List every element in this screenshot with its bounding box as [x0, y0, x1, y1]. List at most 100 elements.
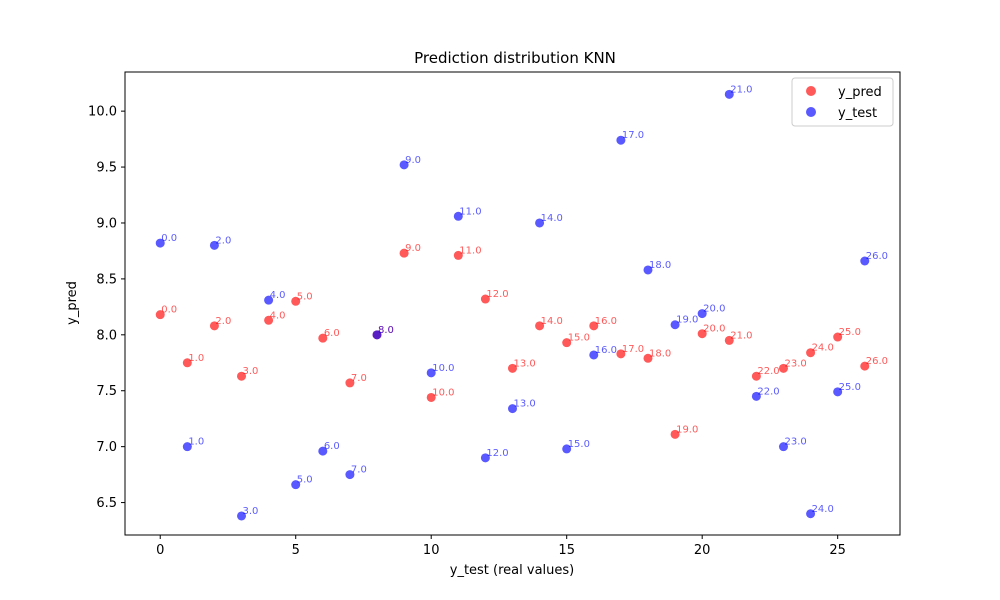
- point-label-y-pred: 10.0: [432, 387, 454, 398]
- y-axis: 6.5 7.0 7.5 8.0 8.5 9.0 9.5 10.0: [88, 105, 125, 511]
- point-y-pred: [778, 363, 788, 373]
- point-y-test: [562, 444, 572, 454]
- point-label-y-test: 14.0: [541, 213, 563, 224]
- point-y-pred: [237, 371, 247, 381]
- x-tick-label: 0: [156, 543, 164, 558]
- point-label-y-test: 25.0: [839, 382, 861, 393]
- point-label-y-test: 10.0: [432, 363, 454, 374]
- point-label-y-test: 24.0: [812, 504, 834, 515]
- point-y-pred: [264, 315, 274, 325]
- point-label-y-pred: 20.0: [703, 324, 725, 335]
- point-label-y-pred: 14.0: [541, 316, 563, 327]
- x-axis-label: y_test (real values): [450, 563, 574, 578]
- point-y-test: [345, 470, 355, 480]
- point-label-y-pred: 15.0: [568, 333, 590, 344]
- point-y-test: [372, 330, 382, 340]
- legend-marker-y-test: [806, 107, 816, 117]
- point-label-y-test: 23.0: [784, 437, 806, 448]
- point-y-test: [399, 160, 409, 170]
- y-tick-label: 7.0: [96, 440, 117, 455]
- point-label-y-pred: 11.0: [459, 245, 481, 256]
- point-label-y-pred: 25.0: [839, 327, 861, 338]
- point-label-y-test: 1.0: [188, 437, 204, 448]
- point-y-test: [616, 135, 626, 145]
- series-y-test: 0.0 1.0 2.0 3.0 4.0 5.0 6.0 7.0 8.0 9.0 10.0 11.0 12…: [155, 84, 888, 521]
- chart-title: Prediction distribution KNN: [414, 49, 616, 67]
- point-y-test: [778, 442, 788, 452]
- point-y-test: [535, 218, 545, 228]
- x-tick-label: 15: [558, 543, 575, 558]
- x-tick-label: 5: [292, 543, 300, 558]
- point-label-y-pred: 16.0: [595, 316, 617, 327]
- point-y-test: [833, 387, 843, 397]
- point-label-y-test: 0.0: [161, 233, 177, 244]
- point-y-pred: [453, 250, 463, 260]
- point-label-y-test: 12.0: [486, 448, 508, 459]
- point-y-test: [860, 256, 870, 266]
- legend-box: [791, 77, 894, 127]
- y-tick-label: 9.0: [96, 216, 117, 231]
- point-label-y-test: 3.0: [243, 506, 259, 517]
- point-y-pred: [860, 361, 870, 371]
- point-label-y-test: 5.0: [297, 475, 313, 486]
- point-y-test: [264, 295, 274, 305]
- point-label-y-pred: 0.0: [161, 305, 177, 316]
- point-y-pred: [806, 348, 816, 358]
- point-label-y-test: 13.0: [514, 399, 536, 410]
- point-y-test: [155, 238, 165, 248]
- point-label-y-test: 2.0: [215, 235, 231, 246]
- series-y-pred: 0.0 1.0 2.0 3.0 4.0 5.0 6.0 7.0 8.0 9.0 10.0 11.0 12…: [155, 243, 888, 439]
- point-label-y-pred: 17.0: [622, 344, 644, 355]
- point-y-pred: [724, 335, 734, 345]
- point-y-pred: [535, 321, 545, 331]
- point-label-y-test: 9.0: [405, 155, 421, 166]
- legend-label-y-pred: y_pred: [838, 85, 882, 100]
- x-tick-label: 25: [829, 543, 846, 558]
- point-y-pred: [508, 363, 517, 373]
- point-label-y-test: 21.0: [730, 84, 752, 95]
- point-label-y-test: 8.0: [378, 325, 394, 336]
- point-y-pred: [291, 296, 301, 306]
- point-label-y-pred: 19.0: [676, 424, 698, 435]
- point-y-test: [697, 309, 707, 319]
- point-y-pred: [670, 429, 680, 439]
- point-y-pred: [643, 353, 653, 363]
- point-y-test: [453, 211, 463, 221]
- point-label-y-pred: 7.0: [351, 373, 367, 384]
- point-y-pred: [833, 332, 843, 342]
- point-y-test: [237, 511, 247, 521]
- plot-area: 0.0 1.0 2.0 3.0 4.0 5.0 6.0 7.0 8.0 9.0 10.0 11.0 12…: [155, 84, 888, 521]
- point-label-y-pred: 18.0: [649, 348, 671, 359]
- plot-frame: [124, 71, 901, 536]
- point-label-y-test: 15.0: [568, 439, 590, 450]
- point-y-pred: [155, 310, 165, 320]
- point-label-y-test: 17.0: [622, 130, 644, 141]
- point-label-y-test: 20.0: [703, 304, 725, 315]
- point-y-pred: [318, 333, 328, 343]
- point-label-y-pred: 23.0: [784, 358, 806, 369]
- legend-label-y-test: y_test: [838, 106, 877, 121]
- point-label-y-pred: 2.0: [215, 316, 231, 327]
- point-label-y-pred: 6.0: [324, 328, 340, 339]
- point-y-test: [589, 350, 599, 360]
- point-label-y-test: 16.0: [595, 345, 617, 356]
- point-y-pred: [697, 329, 707, 339]
- point-y-test: [670, 320, 680, 330]
- y-tick-label: 6.5: [96, 496, 117, 511]
- y-tick-label: 8.5: [96, 272, 117, 287]
- point-y-test: [318, 446, 328, 456]
- point-y-test: [426, 368, 436, 378]
- point-label-y-pred: 22.0: [757, 366, 779, 377]
- point-label-y-pred: 4.0: [270, 310, 286, 321]
- point-y-test: [508, 404, 517, 414]
- y-tick-label: 10.0: [88, 105, 117, 120]
- point-label-y-pred: 3.0: [243, 366, 259, 377]
- y-tick-label: 9.5: [96, 161, 117, 176]
- point-label-y-pred: 9.0: [405, 243, 421, 254]
- point-y-test: [643, 265, 653, 275]
- point-y-test: [806, 509, 816, 519]
- point-label-y-test: 4.0: [270, 290, 286, 301]
- point-label-y-pred: 13.0: [514, 358, 536, 369]
- point-label-y-test: 19.0: [676, 315, 698, 326]
